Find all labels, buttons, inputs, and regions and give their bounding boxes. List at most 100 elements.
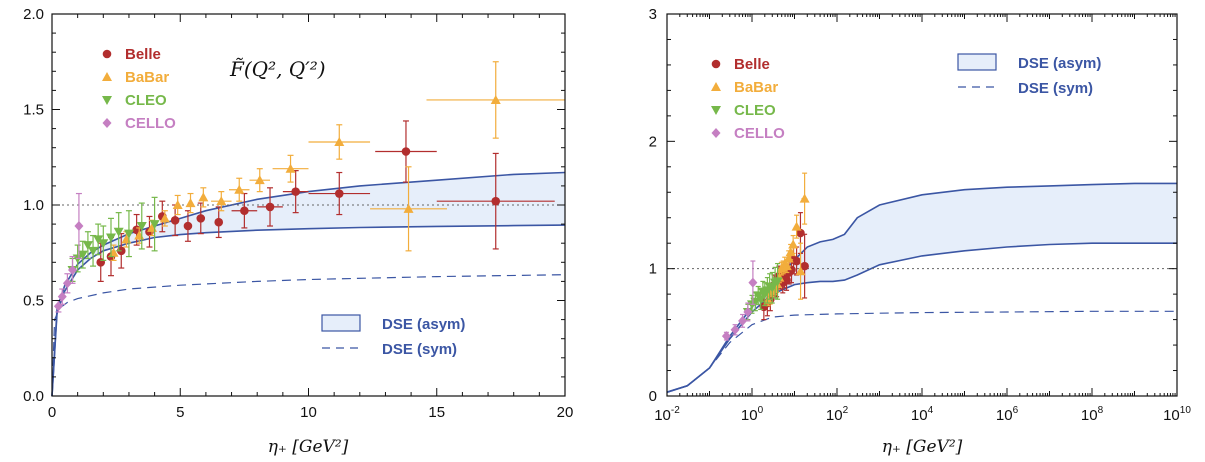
left-dse-band — [51, 171, 566, 397]
y-tick-label: 3 — [649, 6, 657, 23]
data-point-cleo — [772, 277, 783, 287]
legend-marker-cleo — [102, 96, 112, 105]
data-point-belle — [214, 217, 224, 227]
x-tick-label: 10-2 — [654, 405, 680, 424]
data-point-babar — [172, 200, 183, 209]
data-point-cello — [53, 301, 63, 312]
data-point-cello — [738, 315, 748, 326]
data-point-babar — [795, 266, 806, 276]
x-tick-label: 106 — [996, 405, 1019, 424]
data-point-cleo — [149, 220, 160, 230]
data-point-belle — [170, 215, 180, 225]
data-point-belle — [334, 189, 344, 198]
data-point-cello — [62, 278, 72, 289]
data-point-babar — [234, 184, 245, 194]
legend-marker-cello — [711, 128, 721, 138]
y-tick-label: 0 — [649, 388, 657, 405]
data-point-cleo — [88, 246, 99, 256]
data-point-belle — [183, 221, 193, 231]
data-point-cello — [730, 324, 740, 335]
left-data-points — [53, 61, 565, 313]
legend-label-dse-asym: DSE (asym) — [1018, 55, 1101, 72]
x-tick-base: 10 — [1163, 407, 1180, 424]
x-tick-base: 10 — [654, 407, 671, 424]
left-chart-title: F̃(Q², Q′²) — [229, 57, 326, 81]
legend-label-cello: CELLO — [734, 125, 785, 142]
right-legend: Belle BaBar CLEO CELLO DSE (asym) DSE (sym) — [711, 53, 1101, 142]
right-data-points — [721, 172, 810, 342]
x-tick-label: 108 — [1081, 405, 1104, 424]
data-point-cleo — [98, 239, 109, 249]
data-point-babar — [254, 175, 265, 185]
legend-label-cello: CELLO — [125, 115, 176, 132]
x-tick-base: 10 — [911, 407, 928, 424]
legend-marker-babar — [711, 82, 721, 91]
x-tick-label: 5 — [176, 404, 184, 421]
data-point-belle — [800, 261, 809, 271]
data-point-cleo — [105, 233, 116, 243]
data-point-babar — [159, 213, 170, 223]
data-point-babar — [216, 196, 227, 206]
x-tick-label: 104 — [911, 405, 934, 424]
data-point-belle — [796, 228, 805, 238]
legend-marker-belle — [711, 59, 721, 69]
x-tick-base: 10 — [996, 407, 1013, 424]
left-legend: Belle BaBar CLEO CELLO DSE (asym) DSE (sym) — [102, 46, 465, 358]
x-tick-exponent: 2 — [843, 405, 849, 416]
right-x-axis-label: η₊ [GeV²] — [882, 437, 963, 457]
data-point-cello — [743, 306, 753, 317]
x-tick-label: 1010 — [1163, 405, 1191, 424]
data-point-babar — [334, 136, 345, 146]
y-tick-label: 1.0 — [23, 197, 44, 214]
x-tick-exponent: 8 — [1098, 405, 1104, 416]
x-tick-exponent: 10 — [1180, 405, 1192, 416]
data-point-belle — [240, 206, 249, 216]
legend-label-dse-sym: DSE (sym) — [1018, 80, 1093, 97]
data-point-cleo — [82, 241, 93, 251]
data-point-babar — [185, 198, 196, 208]
dse-asym-band — [52, 172, 565, 396]
data-point-belle — [491, 196, 501, 206]
data-point-babar — [799, 193, 810, 203]
data-point-belle — [401, 147, 411, 156]
dse-asym-lower-line — [51, 224, 566, 397]
data-point-babar — [791, 221, 802, 231]
x-tick-base: 10 — [826, 407, 843, 424]
left-x-axis-label: η₊ [GeV²] — [268, 437, 349, 457]
data-point-belle — [265, 202, 275, 212]
data-point-babar — [285, 163, 296, 173]
data-point-cleo — [113, 227, 124, 237]
y-tick-label: 0.0 — [23, 388, 44, 405]
dse-asym-lower-line — [666, 242, 1177, 393]
left-ticks: 0 5 10 15 20 0.0 0.5 1.0 1.5 2.0 — [23, 6, 573, 421]
x-tick-exponent: 6 — [1013, 405, 1019, 416]
x-tick-label: 102 — [826, 405, 849, 424]
data-point-babar — [788, 239, 799, 249]
data-point-babar — [198, 192, 209, 202]
data-point-cello — [74, 221, 84, 232]
dse-asym-band — [667, 183, 1177, 393]
x-tick-base: 10 — [741, 407, 758, 424]
data-point-cleo — [93, 235, 104, 245]
data-point-cello — [721, 331, 731, 342]
y-tick-label: 2.0 — [23, 6, 44, 23]
legend-label-babar: BaBar — [734, 79, 778, 96]
data-point-babar — [490, 94, 501, 104]
x-tick-exponent: 0 — [758, 405, 764, 416]
data-point-cello — [68, 264, 78, 275]
y-tick-label: 2 — [649, 133, 657, 150]
dse-sym-line — [51, 274, 566, 397]
x-tick-label: 100 — [741, 405, 764, 424]
data-point-cleo — [136, 222, 147, 232]
data-point-belle — [196, 214, 206, 223]
dse-sym-line — [666, 310, 1177, 393]
legend-band-swatch — [957, 53, 997, 71]
legend-marker-babar — [102, 72, 112, 81]
x-tick-label: 15 — [428, 404, 445, 421]
x-tick-label: 10 — [300, 404, 317, 421]
left-chart: 0 5 10 15 20 0.0 0.5 1.0 1.5 2.0 F̃(Q², Q′²) η₊ [… — [23, 6, 573, 457]
x-tick-label: 0 — [48, 404, 56, 421]
data-point-belle — [291, 187, 300, 196]
x-tick-exponent: -2 — [671, 405, 680, 416]
